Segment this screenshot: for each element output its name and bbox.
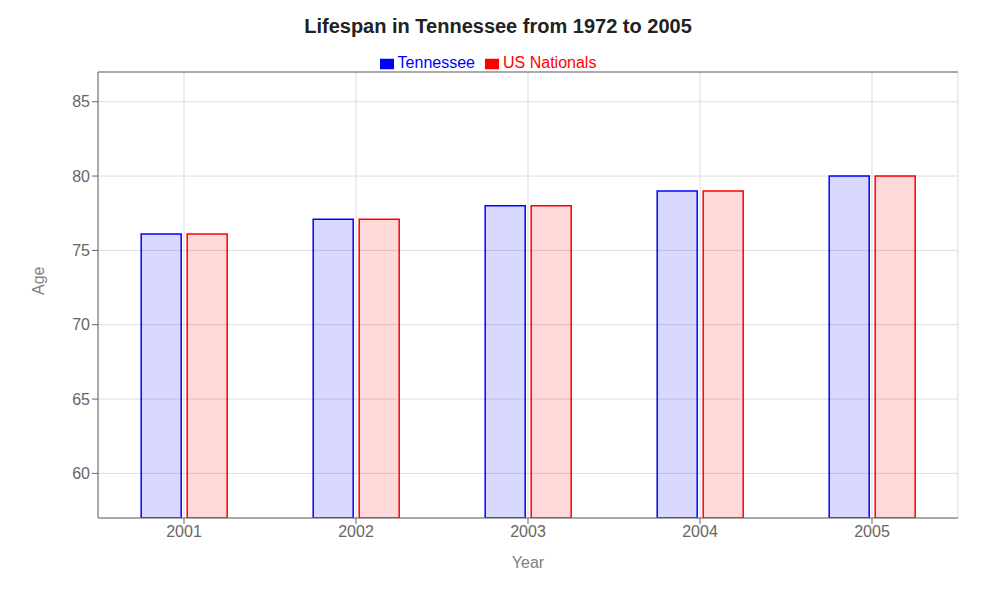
html-text:Lifespan in Tennessee from 197: Lifespan in Tennessee from 1972 to 2005 [304, 15, 692, 37]
svg-text:2002: 2002 [338, 523, 374, 540]
svg-text:75: 75 [72, 242, 90, 259]
svg-text:60: 60 [72, 465, 90, 482]
svg-text:Year: Year [512, 554, 545, 571]
svg-text:65: 65 [72, 391, 90, 408]
svg-text:85: 85 [72, 93, 90, 110]
svg-text:2001: 2001 [166, 523, 202, 540]
svg-text:80: 80 [72, 168, 90, 185]
html-text:US Nationals: US Nationals [503, 54, 597, 71]
svg-text:2004: 2004 [682, 523, 718, 540]
svg-text:2005: 2005 [854, 523, 890, 540]
svg-text:70: 70 [72, 316, 90, 333]
svg-text:2003: 2003 [510, 523, 546, 540]
svg-text:Age: Age [30, 266, 47, 295]
html-text:Tennessee: Tennessee [397, 54, 475, 71]
